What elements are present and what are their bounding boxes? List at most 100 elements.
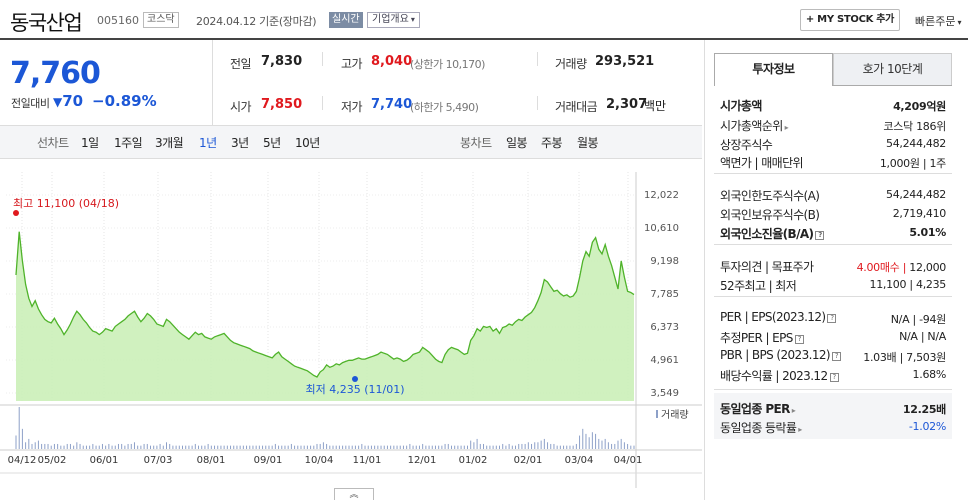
arrow-right-icon[interactable]: ▸	[791, 406, 796, 415]
price-line	[15, 231, 635, 378]
prev-value: 7,830	[261, 54, 303, 69]
info-row-label: 외국인한도주식수(A)	[720, 187, 820, 204]
volume-legend-label: 거래량	[661, 409, 689, 421]
tab-weekly[interactable]: 주봉	[541, 136, 563, 150]
high-annotation: 최고 11,100 (04/18)	[13, 197, 119, 210]
x-tick-label: 06/01	[90, 455, 119, 466]
info-row-value: N/A | -94원	[891, 311, 947, 327]
info-row-label: 시가총액	[720, 97, 762, 114]
chart-annotations: 최고 11,100 (04/18) 최저 4,235 (11/01)	[13, 197, 405, 396]
info-row-value: -1.02%	[909, 420, 946, 433]
info-row-label: 시가총액순위 ▸	[720, 117, 789, 134]
info-row-value: 54,244,482	[886, 137, 946, 150]
down-triangle-icon: ▼	[53, 95, 63, 109]
low-label: 저가	[341, 100, 363, 114]
help-icon[interactable]: ?	[831, 352, 841, 361]
open-label: 시가	[230, 100, 252, 114]
change-amount: 70	[62, 92, 84, 110]
add-mystock-button[interactable]: + MY STOCK 추가	[800, 9, 900, 31]
tab-3y[interactable]: 3년	[231, 136, 249, 150]
info-row-label: 외국인소진율(B/A)?	[720, 225, 825, 242]
info-label-text: PBR | BPS (2023.12)	[720, 348, 831, 362]
sector-box	[714, 393, 952, 439]
tab-1w[interactable]: 1주일	[114, 136, 143, 150]
market-badge: 코스닥	[143, 12, 179, 28]
help-icon[interactable]: ?	[829, 373, 839, 382]
y-tick-label: 6,373	[650, 322, 679, 333]
info-row-label: 투자의견 | 목표주가	[720, 258, 814, 275]
info-separator	[714, 389, 952, 390]
low-annotation: 최저 4,235 (11/01)	[305, 383, 404, 396]
tab-10y[interactable]: 10년	[295, 136, 320, 150]
realtime-button[interactable]: 실시간	[329, 12, 363, 28]
tab-underline	[833, 85, 952, 86]
info-row-value: 코스닥 186위	[883, 118, 946, 134]
current-price: 7,760	[10, 56, 101, 91]
arrow-right-icon[interactable]: ▸	[784, 123, 789, 132]
price-area	[15, 231, 635, 401]
low-marker	[352, 376, 358, 382]
chevron-down-icon: ▾	[957, 18, 962, 27]
y-tick-label: 9,198	[650, 256, 679, 267]
x-tick-label: 02/01	[514, 455, 543, 466]
info-row-value: N/A | N/A	[899, 330, 946, 343]
lower-limit: (하한가 5,490)	[410, 101, 479, 114]
tab-orderbook[interactable]: 호가 10단계	[833, 53, 952, 86]
amount-value: 2,307	[606, 97, 648, 112]
quick-order-link[interactable]: 빠른주문 ▾	[915, 13, 962, 29]
tab-invest-info[interactable]: 투자정보	[714, 53, 833, 86]
arrow-right-icon[interactable]: ▸	[798, 425, 802, 434]
info-label-text: 시가총액순위	[720, 119, 783, 133]
high-label: 고가	[341, 57, 363, 71]
tab-3m[interactable]: 3개월	[155, 136, 184, 150]
tab-monthly[interactable]: 월봉	[577, 136, 599, 150]
chart-grid	[6, 160, 636, 401]
info-panel	[704, 40, 968, 500]
x-tick-label: 05/02	[38, 455, 67, 466]
corp-info-dropdown[interactable]: 기업개요 ▾	[367, 12, 420, 28]
x-tick-label: 12/01	[408, 455, 437, 466]
info-label-text: 상장주식수	[720, 138, 773, 152]
open-value: 7,850	[261, 97, 303, 112]
info-label-text: 외국인한도주식수(A)	[720, 189, 820, 203]
info-row-label: 배당수익률 | 2023.12?	[720, 367, 839, 384]
info-separator	[714, 244, 952, 245]
tab-1d[interactable]: 1일	[81, 136, 99, 150]
info-label-text: 추정PER | EPS	[720, 331, 793, 345]
info-value-text: 54,244,482	[886, 188, 946, 201]
help-icon[interactable]: ?	[815, 231, 825, 240]
x-tick-label: 08/01	[197, 455, 226, 466]
info-row-label: 52주최고 | 최저	[720, 277, 797, 294]
change-label: 전일대비	[11, 97, 50, 110]
y-tick-label: 3,549	[650, 388, 679, 399]
price-area-fill	[16, 231, 634, 401]
info-separator	[714, 296, 952, 297]
y-tick-label: 4,961	[650, 355, 679, 366]
info-value-text: 11,100 | 4,235	[869, 278, 947, 291]
info-label-text: 액면가 | 매매단위	[720, 156, 804, 170]
info-row-value: 2,719,410	[892, 207, 947, 220]
info-value-text: N/A | N/A	[899, 330, 946, 343]
x-tick-label: 03/04	[565, 455, 594, 466]
info-row-label: 동일업종 등락률 ▸	[720, 419, 802, 436]
info-row-label: 상장주식수	[720, 136, 773, 153]
y-tick-label: 7,785	[650, 289, 679, 300]
company-name: 동국산업	[10, 11, 83, 35]
header-divider	[0, 38, 968, 40]
x-axis: 04/12 05/02 06/01 07/03 08/01 09/01 10/04 11/01…	[0, 455, 702, 474]
tab-5y[interactable]: 5년	[263, 136, 281, 150]
help-icon[interactable]: ?	[827, 314, 837, 323]
tab-daily[interactable]: 일봉	[506, 136, 528, 150]
summary-divider	[322, 96, 323, 110]
info-value-text: 1,000원 | 1주	[879, 157, 946, 170]
info-row-label: PER | EPS(2023.12)?	[720, 310, 837, 324]
info-row-value: 5.01%	[909, 226, 946, 239]
upper-limit: (상한가 10,170)	[410, 58, 485, 71]
help-icon[interactable]: ?	[794, 335, 804, 344]
info-value-text: 54,244,482	[886, 137, 946, 150]
tab-1y[interactable]: 1년	[199, 136, 217, 150]
expand-chart-button[interactable]: ︽	[334, 488, 374, 500]
info-value-text: 2,719,410	[892, 207, 947, 220]
info-label-text: 배당수익률 | 2023.12	[720, 369, 828, 383]
info-row-label: PBR | BPS (2023.12)?	[720, 348, 841, 362]
